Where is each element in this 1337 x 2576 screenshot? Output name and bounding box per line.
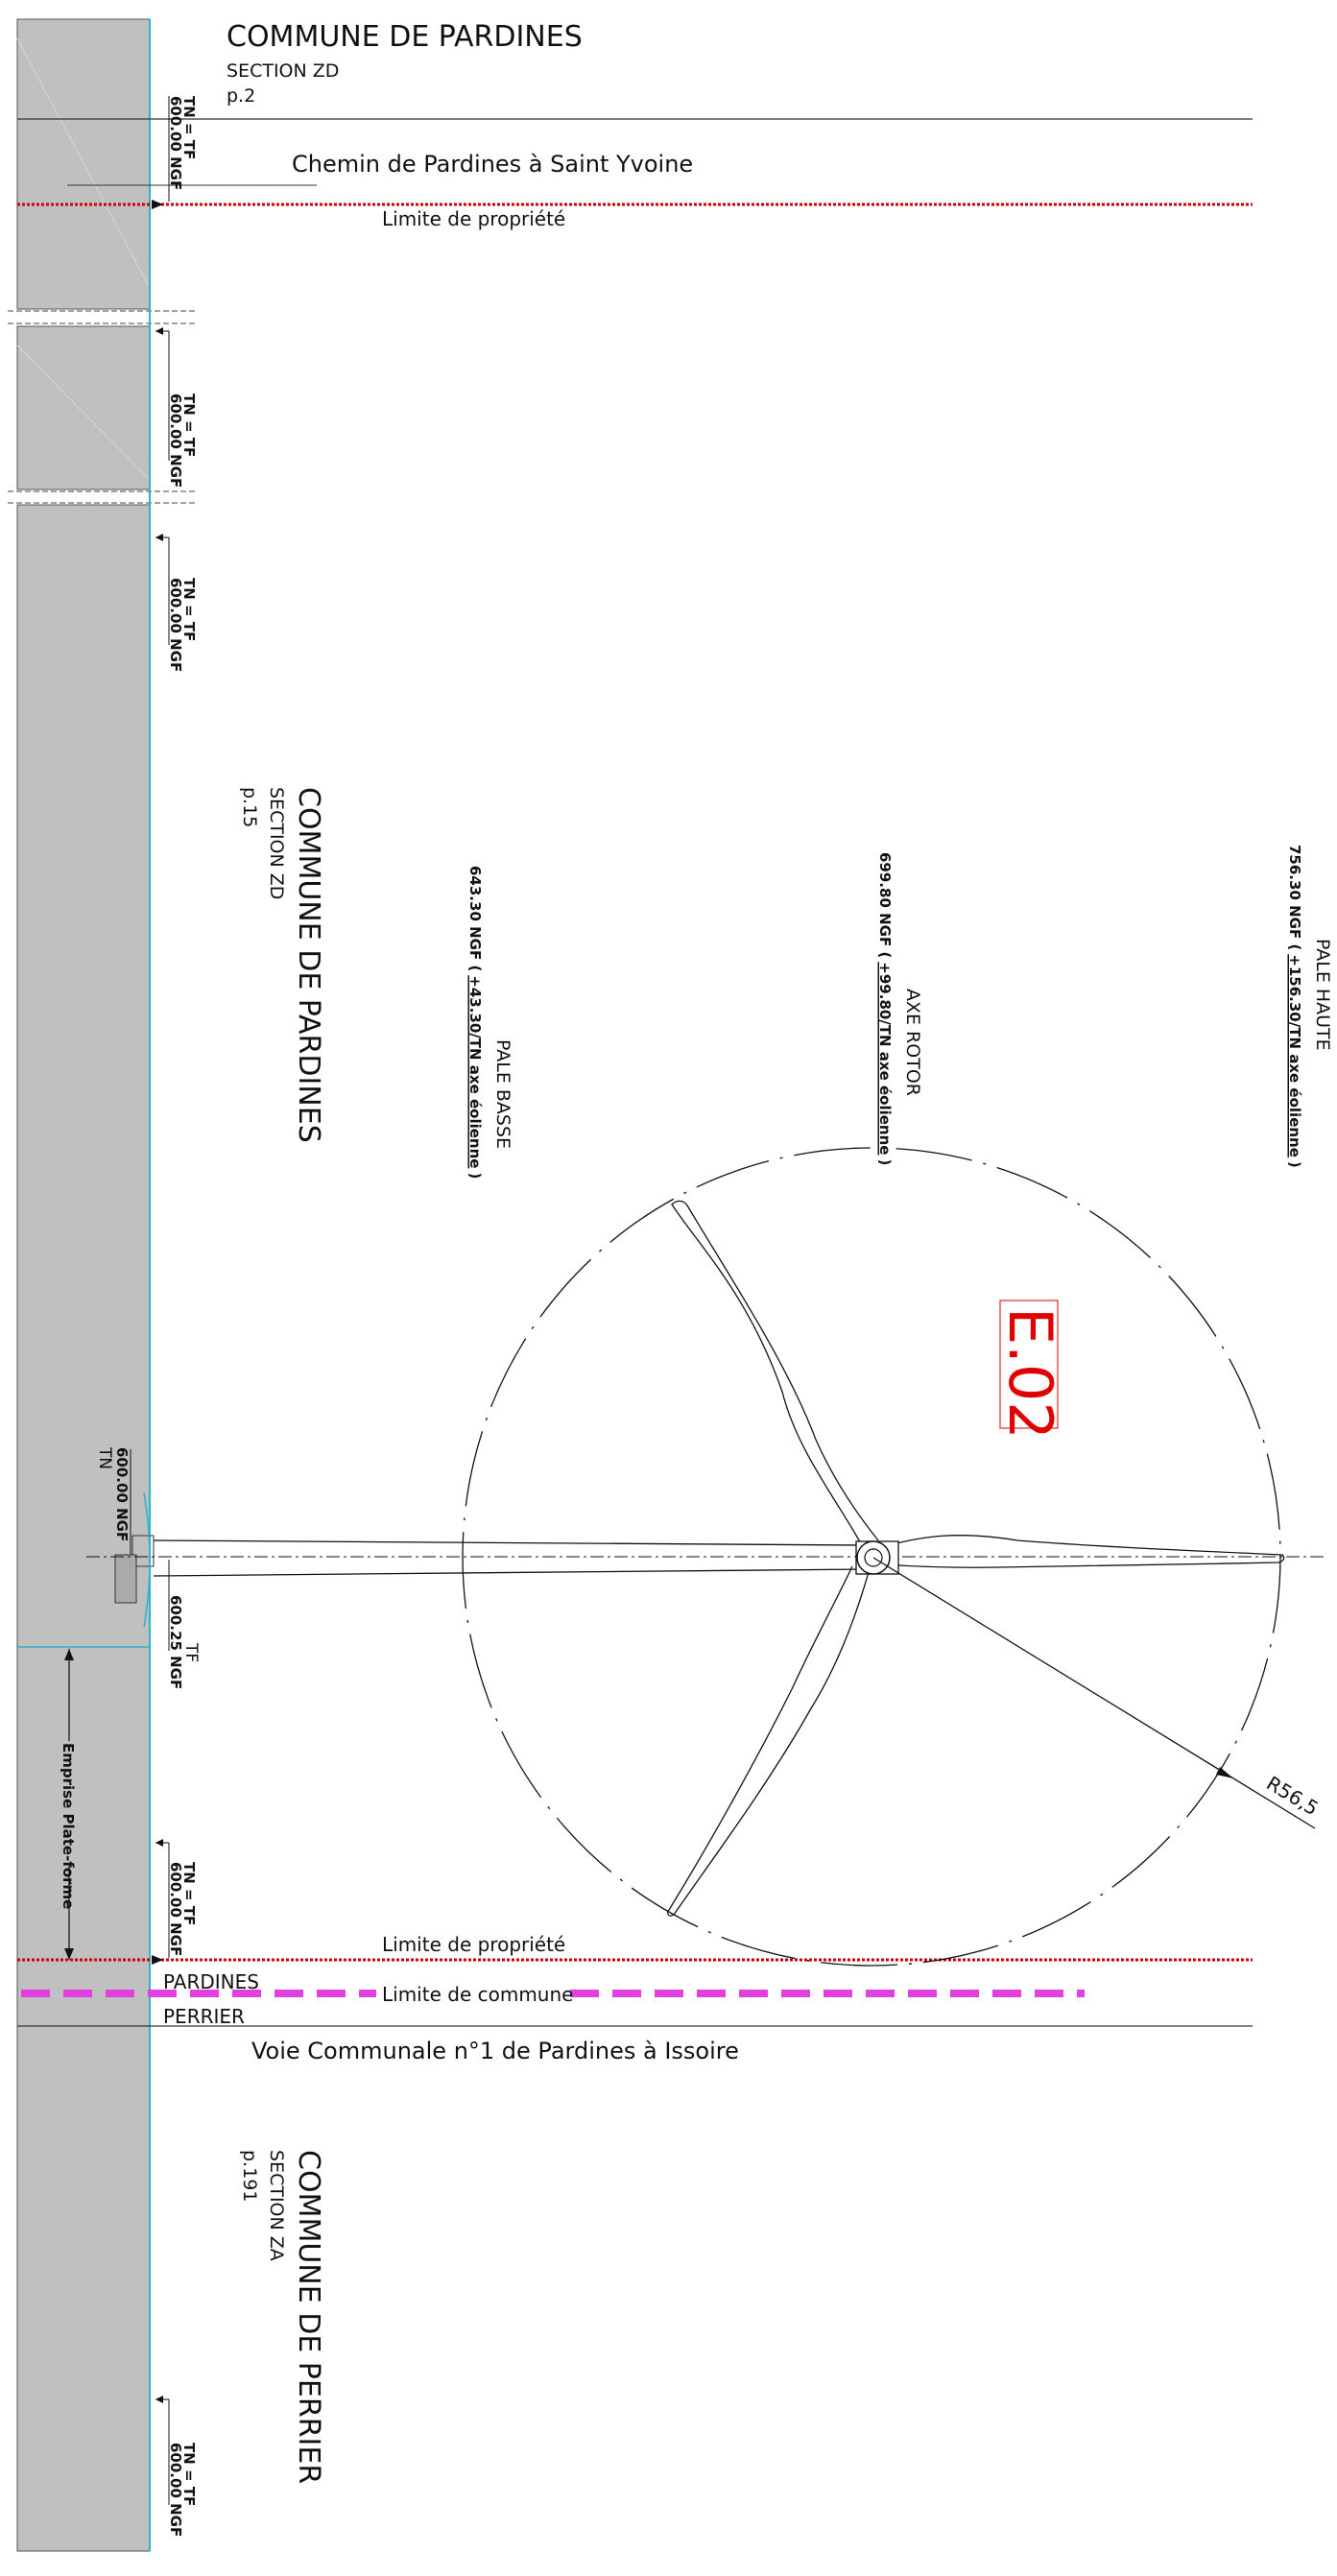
property-limit-bottom-label: Limite de propriété [382,1933,565,1956]
marker-2-tn-tf: TN = TF [180,394,198,457]
rotor-name: AXE ROTOR [902,989,923,1096]
commune-limit-label: Limite de commune [382,1983,573,2006]
level-rotor-axis: AXE ROTOR 699.80 NGF ( +99.80/TN axe éoli… [876,852,923,1165]
marker-3-tn-tf: TN = TF [180,578,198,641]
high-blade-close: ) [1286,1161,1303,1168]
road-bottom-label: Voie Communale n°1 de Pardines à Issoire [251,2038,739,2064]
high-blade-rel: +156.30/TN axe éolienne [1286,954,1303,1157]
turbine-tower [86,1491,1325,1628]
turbine-id-label: E.02 [995,1307,1065,1440]
commune-perrier-page: p.191 [239,2150,260,2202]
commune-top-page: p.2 [227,85,255,107]
svg-text:699.80 NGF (+99.80/TN axe éoli: 699.80 NGF ( +99.80/TN axe éolienne) [876,852,894,1165]
level-marker-1: TN = TF 600.00 NGF [167,96,198,202]
svg-text:643.30 NGF (+43.30/TN axe éoli: 643.30 NGF ( +43.30/TN axe éolienne) [466,866,484,1179]
base-tn: TN [95,1446,114,1469]
low-blade-name: PALE BASSE [492,1039,513,1149]
commune-mid-section: SECTION ZD [266,787,287,899]
turbine-blades [667,1200,1285,1917]
level-marker-4: TN = TF 600.00 NGF [155,1839,198,1958]
marker-5-tn-tf: TN = TF [180,2443,198,2506]
marker-4-ngf: 600.00 NGF [167,1862,184,1956]
side-label-pardines: PARDINES [163,1970,259,1993]
side-label-perrier: PERRIER [163,2005,245,2028]
low-blade-ngf: 643.30 NGF ( [466,866,484,971]
commune-mid-name: COMMUNE DE PARDINES [292,787,325,1143]
high-blade-name: PALE HAUTE [1312,939,1333,1051]
marker-3-ngf: 600.00 NGF [167,578,184,672]
level-low-blade: PALE BASSE 643.30 NGF ( +43.30/TN axe éol… [466,866,513,1179]
property-limit-top-label: Limite de propriété [382,207,565,230]
marker-4-tn-tf: TN = TF [180,1862,198,1925]
commune-perrier-section: SECTION ZA [266,2150,287,2261]
platform-label: Emprise Plate-forme [60,1743,77,1909]
high-blade-ngf: 756.30 NGF ( [1286,845,1303,950]
ground-strip [8,18,197,2552]
blade-right [882,1535,1285,1568]
commune-top-section: SECTION ZD [227,60,339,82]
radius-label: R56,5 [1262,1772,1322,1821]
base-ngf-600: 600.00 NGF [113,1447,131,1541]
road-top-label: Chemin de Pardines à Saint Yvoine [292,151,693,178]
ground-segment-2 [16,325,151,490]
turbine-id-box: E.02 [995,1300,1065,1440]
base-ngf-60025: 600.25 NGF [167,1595,184,1689]
radius-dimension: R56,5 [872,1557,1323,1829]
rotor-rel: +99.80/TN axe éolienne [876,962,894,1155]
level-high-blade: PALE HAUTE 756.30 NGF ( +156.30/TN axe éo… [1286,845,1333,1168]
marker-2-ngf: 600.00 NGF [167,394,184,488]
rotor-ngf: 699.80 NGF ( [876,852,894,958]
rotor-close: ) [876,1158,894,1165]
platform-extent: Emprise Plate-forme [60,1649,78,1960]
low-blade-close: ) [466,1172,484,1179]
low-blade-rel: +43.30/TN axe éolienne [466,975,484,1168]
level-marker-3: TN = TF 600.00 NGF [155,534,198,672]
ground-segment-3 [16,504,151,2552]
commune-mid-page: p.15 [239,787,260,827]
rotor-swept-circle [462,1147,1281,1967]
svg-text:756.30 NGF (+156.30/TN axe éol: 756.30 NGF ( +156.30/TN axe éolienne) [1286,845,1303,1168]
blade-up [671,1200,879,1546]
marker-1-tn-tf: TN = TF [180,96,198,159]
base-tf: TF [181,1642,201,1662]
commune-top-name: COMMUNE DE PARDINES [227,20,583,54]
base-level-markers: 600.00 NGF TN TF 600.25 NGF [95,1446,201,1689]
level-marker-5: TN = TF 600.00 NGF [155,2396,198,2537]
blade-down [667,1565,870,1917]
marker-1-ngf: 600.00 NGF [167,96,184,190]
commune-perrier-name: COMMUNE DE PERRIER [292,2150,325,2484]
marker-5-ngf: 600.00 NGF [167,2443,184,2537]
level-marker-2: TN = TF 600.00 NGF [155,327,198,488]
